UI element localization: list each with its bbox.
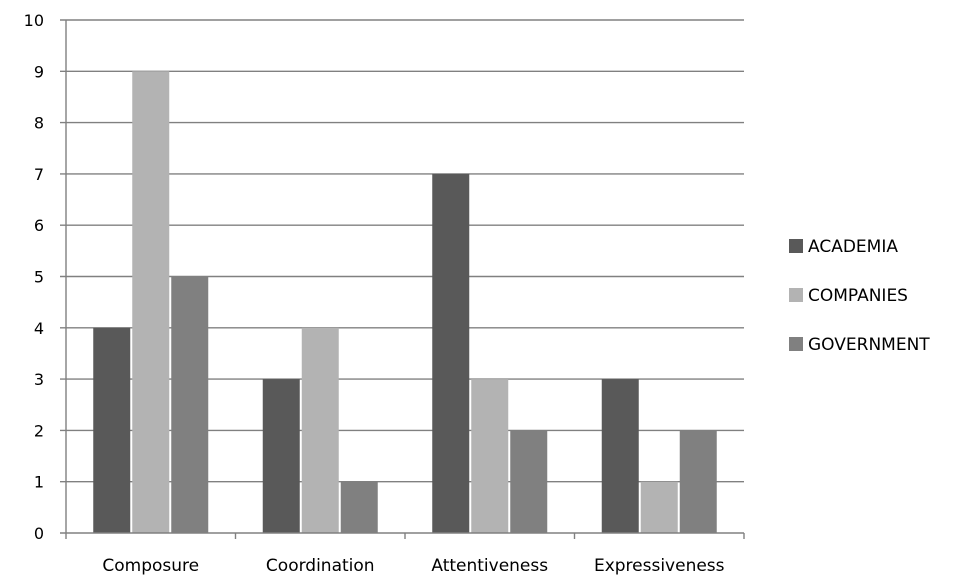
bar-government-composure <box>171 276 209 533</box>
category-label: Coordination <box>266 556 375 576</box>
category-label: Expressiveness <box>594 556 725 576</box>
legend-swatch-companies <box>789 288 803 302</box>
legend-label-companies: COMPANIES <box>808 286 908 306</box>
y-tick-label: 3 <box>34 370 44 389</box>
axes <box>60 20 745 539</box>
y-tick-label: 6 <box>34 216 44 235</box>
category-label: Attentiveness <box>431 556 548 576</box>
bar-government-expressiveness <box>679 430 717 533</box>
bar-government-attentiveness <box>510 430 548 533</box>
legend-label-government: GOVERNMENT <box>808 335 930 355</box>
bar-companies-attentiveness <box>471 379 509 533</box>
y-tick-label: 2 <box>34 421 44 440</box>
bar-academia-composure <box>93 327 131 533</box>
y-tick-label: 1 <box>34 473 44 492</box>
bar-companies-composure <box>132 71 170 534</box>
legend-swatch-government <box>789 337 803 351</box>
bar-academia-attentiveness <box>432 173 470 533</box>
bar-government-coordination <box>340 481 378 533</box>
category-label: Composure <box>102 556 199 576</box>
y-tick-label: 5 <box>34 268 44 287</box>
bar-companies-coordination <box>301 327 339 533</box>
legend-swatch-academia <box>789 239 803 253</box>
y-tick-label: 10 <box>24 11 44 30</box>
bar-academia-coordination <box>262 379 300 533</box>
legend: ACADEMIA COMPANIES GOVERNMENT <box>789 237 930 355</box>
y-tick-label: 7 <box>34 165 44 184</box>
legend-label-academia: ACADEMIA <box>808 237 898 257</box>
y-tick-label: 0 <box>34 524 44 543</box>
bars <box>93 71 717 534</box>
bar-companies-expressiveness <box>640 481 678 533</box>
y-tick-label: 9 <box>34 62 44 81</box>
y-tick-labels: 0 1 2 3 4 5 6 7 8 9 10 <box>24 11 44 543</box>
bar-academia-expressiveness <box>601 379 639 533</box>
y-tick-label: 4 <box>34 319 44 338</box>
category-labels: Composure Coordination Attentiveness Expres… <box>102 556 724 576</box>
y-tick-label: 8 <box>34 114 44 133</box>
